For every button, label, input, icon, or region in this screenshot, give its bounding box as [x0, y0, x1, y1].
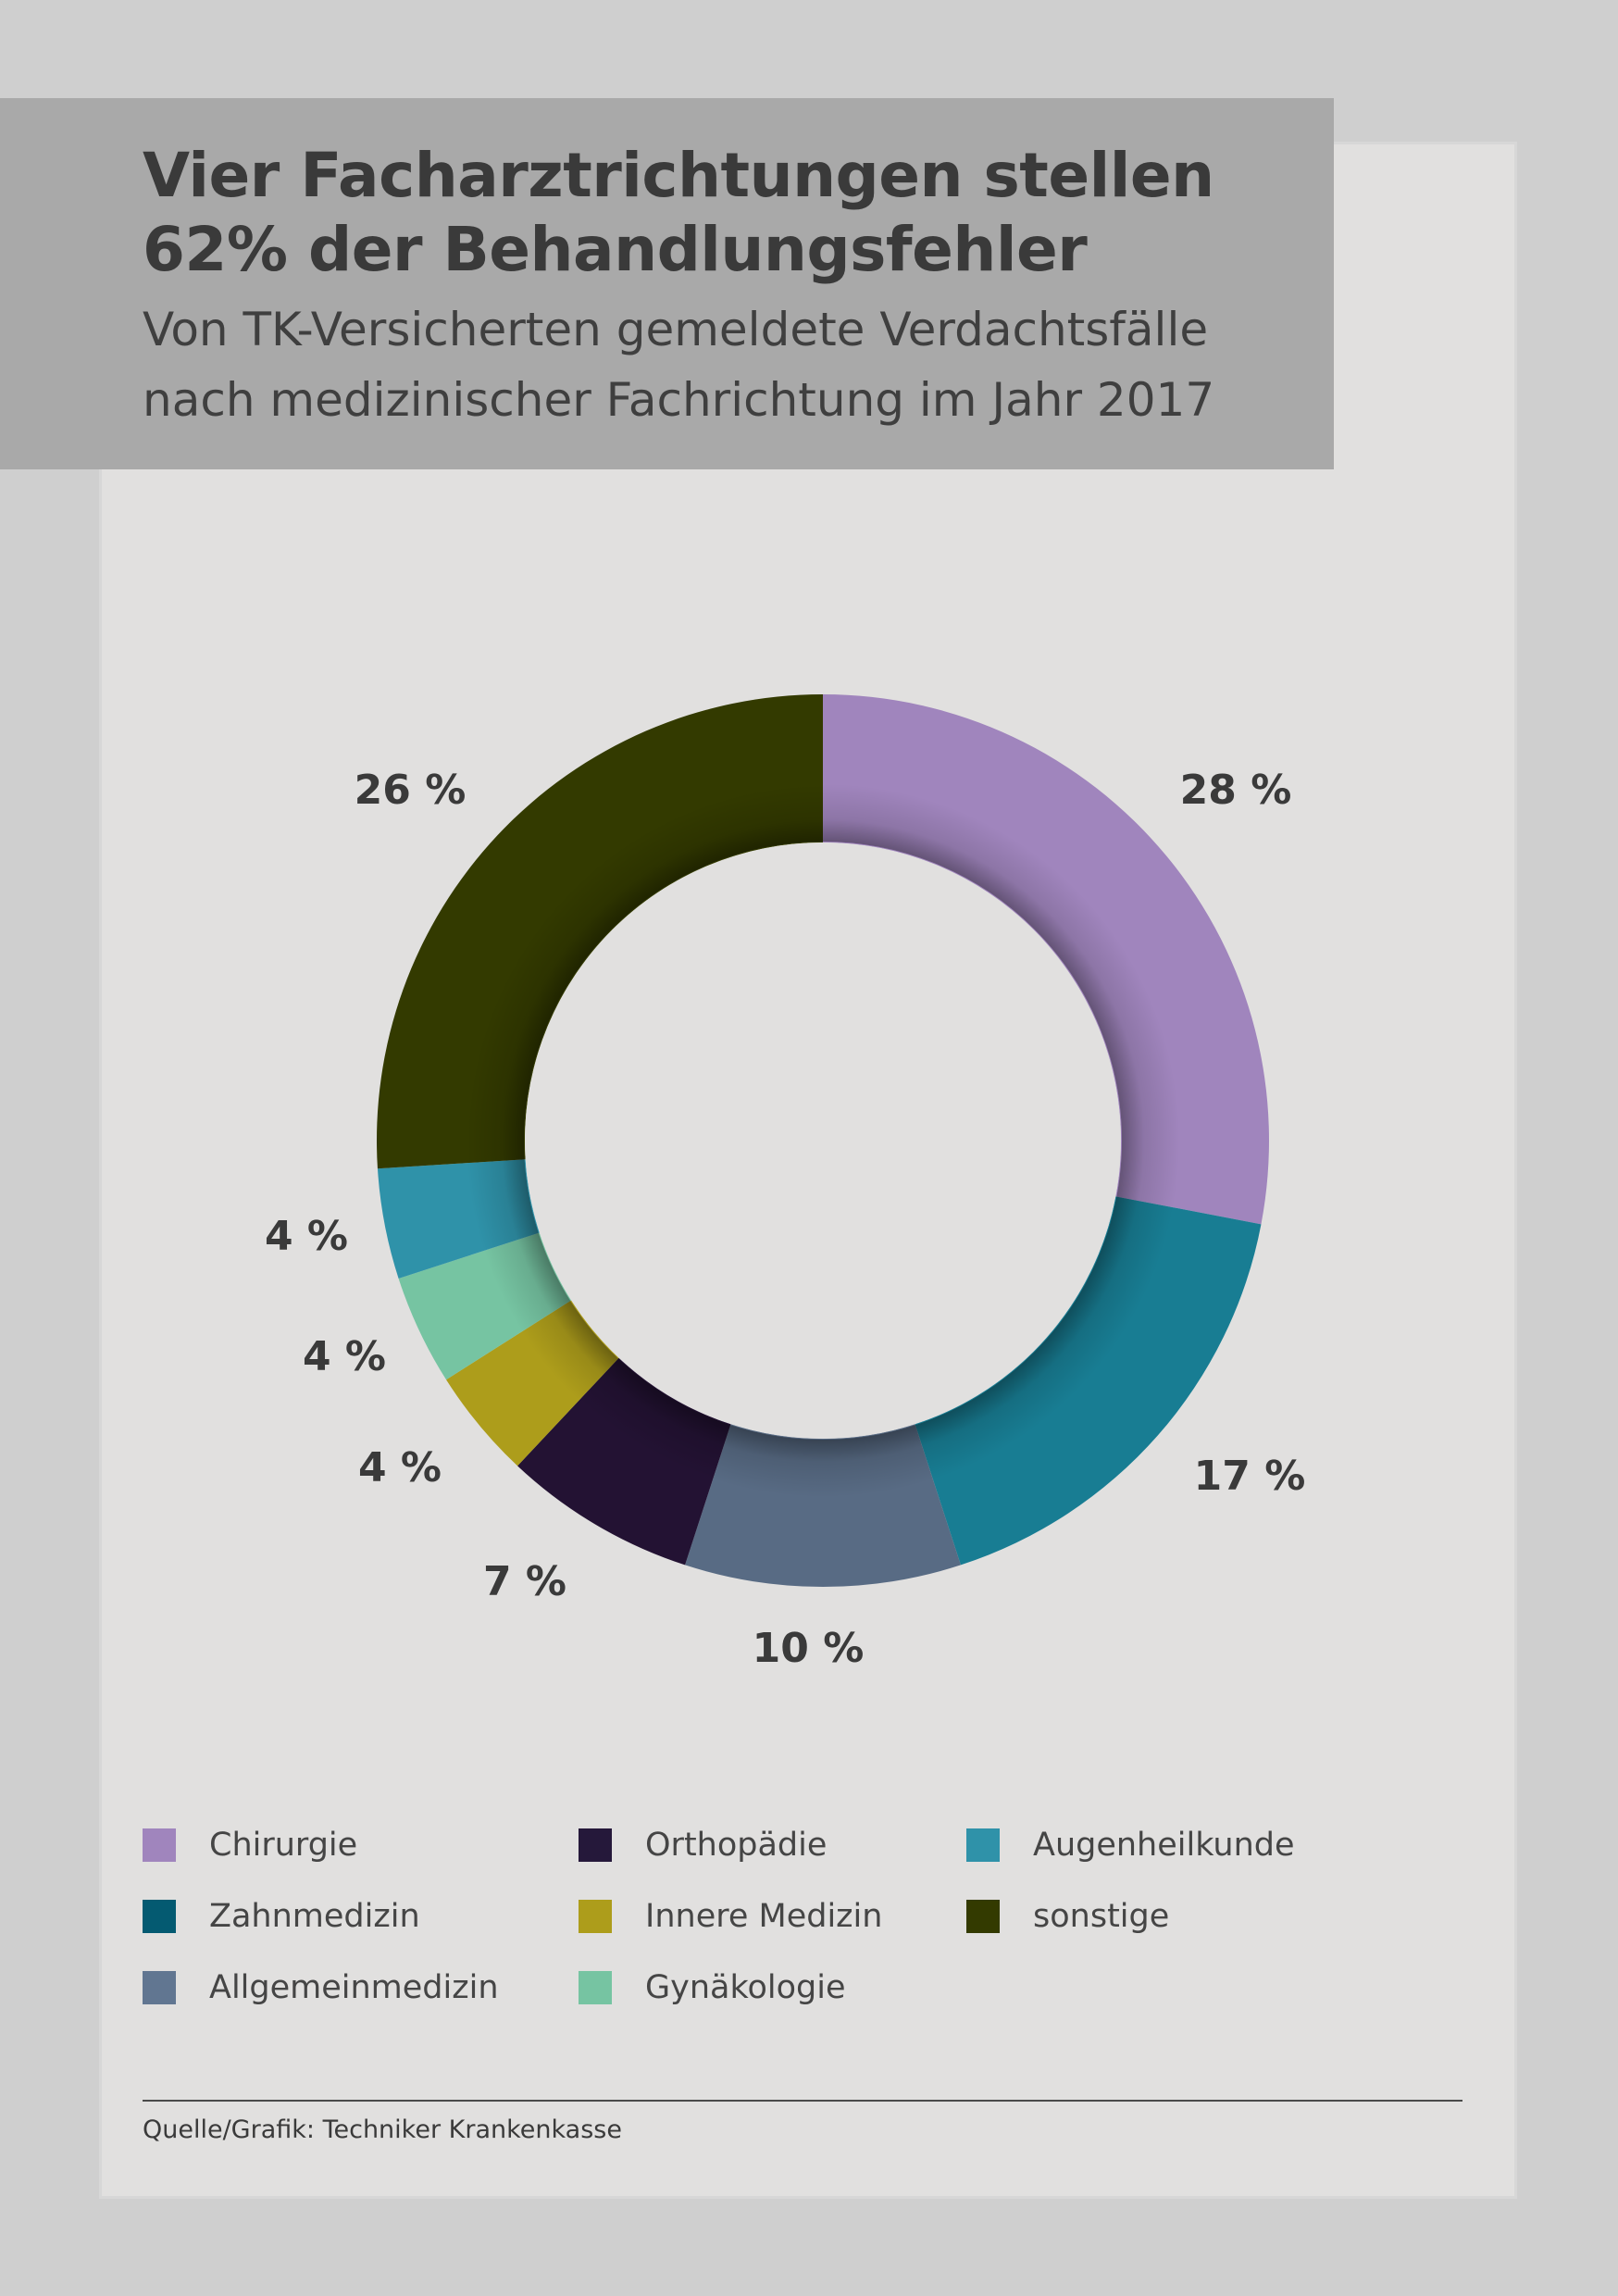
source-note: Quelle/Grafik: Techniker Krankenkasse — [143, 2115, 622, 2144]
legend-swatch-sonstige — [966, 1900, 1000, 1933]
value-label-zahnmedizin: 17 % — [1194, 1453, 1306, 1500]
legend-swatch-allgemeinmedizin — [143, 1971, 176, 2004]
value-label-orthopaedie: 7 % — [483, 1558, 566, 1605]
legend-label-innere-medizin: Innere Medizin — [645, 1898, 883, 1935]
subtitle-line-2: nach medizinischer Fachrichtung im Jahr … — [143, 373, 1215, 427]
legend-label-orthopaedie: Orthopädie — [645, 1827, 828, 1864]
legend: Chirurgie Zahnmedizin Allgemeinmedizin O… — [143, 1819, 1485, 2060]
legend-item-gynaekologie: Gynäkologie — [579, 1962, 846, 2014]
title-line-2: 62% der Behandlungsfehler — [143, 214, 1088, 285]
value-label-allgemeinmedizin: 10 % — [753, 1625, 865, 1672]
value-label-gynaekologie: 4 % — [303, 1333, 386, 1380]
legend-label-chirurgie: Chirurgie — [209, 1827, 358, 1864]
header-band — [0, 98, 1334, 469]
donut-chart: 28 % 17 % 10 % 7 % 4 % 4 % 4 % 26 % — [265, 693, 1305, 1672]
legend-label-allgemeinmedizin: Allgemeinmedizin — [209, 1969, 499, 2006]
legend-swatch-augenheilkunde — [966, 1828, 1000, 1862]
legend-swatch-zahnmedizin — [143, 1900, 176, 1933]
legend-swatch-orthopaedie — [579, 1828, 612, 1862]
legend-item-innere-medizin: Innere Medizin — [579, 1890, 882, 1942]
legend-label-gynaekologie: Gynäkologie — [645, 1969, 846, 2006]
legend-item-chirurgie: Chirurgie — [143, 1819, 357, 1871]
value-label-augenheilkunde: 4 % — [265, 1213, 348, 1260]
legend-swatch-gynaekologie — [579, 1971, 612, 2004]
legend-item-allgemeinmedizin: Allgemeinmedizin — [143, 1962, 499, 2014]
legend-swatch-innere-medizin — [579, 1900, 612, 1933]
value-label-innere-medizin: 4 % — [358, 1444, 442, 1491]
inner-shadow — [376, 693, 1270, 1588]
title-line-1: Vier Facharztrichtungen stellen — [143, 140, 1214, 211]
value-label-chirurgie: 28 % — [1180, 767, 1292, 814]
footer-divider — [143, 2100, 1462, 2102]
legend-label-augenheilkunde: Augenheilkunde — [1033, 1827, 1295, 1864]
legend-label-zahnmedizin: Zahnmedizin — [209, 1898, 420, 1935]
legend-item-zahnmedizin: Zahnmedizin — [143, 1890, 420, 1942]
legend-item-augenheilkunde: Augenheilkunde — [966, 1819, 1295, 1871]
value-label-sonstige: 26 % — [355, 767, 467, 814]
donut-hole — [525, 842, 1121, 1439]
page-subtitle: Von TK-Versicherten gemeldete Verdachtsf… — [143, 294, 1300, 435]
legend-label-sonstige: sonstige — [1033, 1898, 1170, 1935]
page-title: Vier Facharztrichtungen stellen 62% der … — [143, 139, 1290, 287]
legend-swatch-chirurgie — [143, 1828, 176, 1862]
legend-item-orthopaedie: Orthopädie — [579, 1819, 827, 1871]
legend-item-sonstige: sonstige — [966, 1890, 1169, 1942]
donut-labels: 28 % 17 % 10 % 7 % 4 % 4 % 4 % 26 % — [265, 767, 1305, 1672]
subtitle-line-1: Von TK-Versicherten gemeldete Verdachtsf… — [143, 303, 1209, 356]
